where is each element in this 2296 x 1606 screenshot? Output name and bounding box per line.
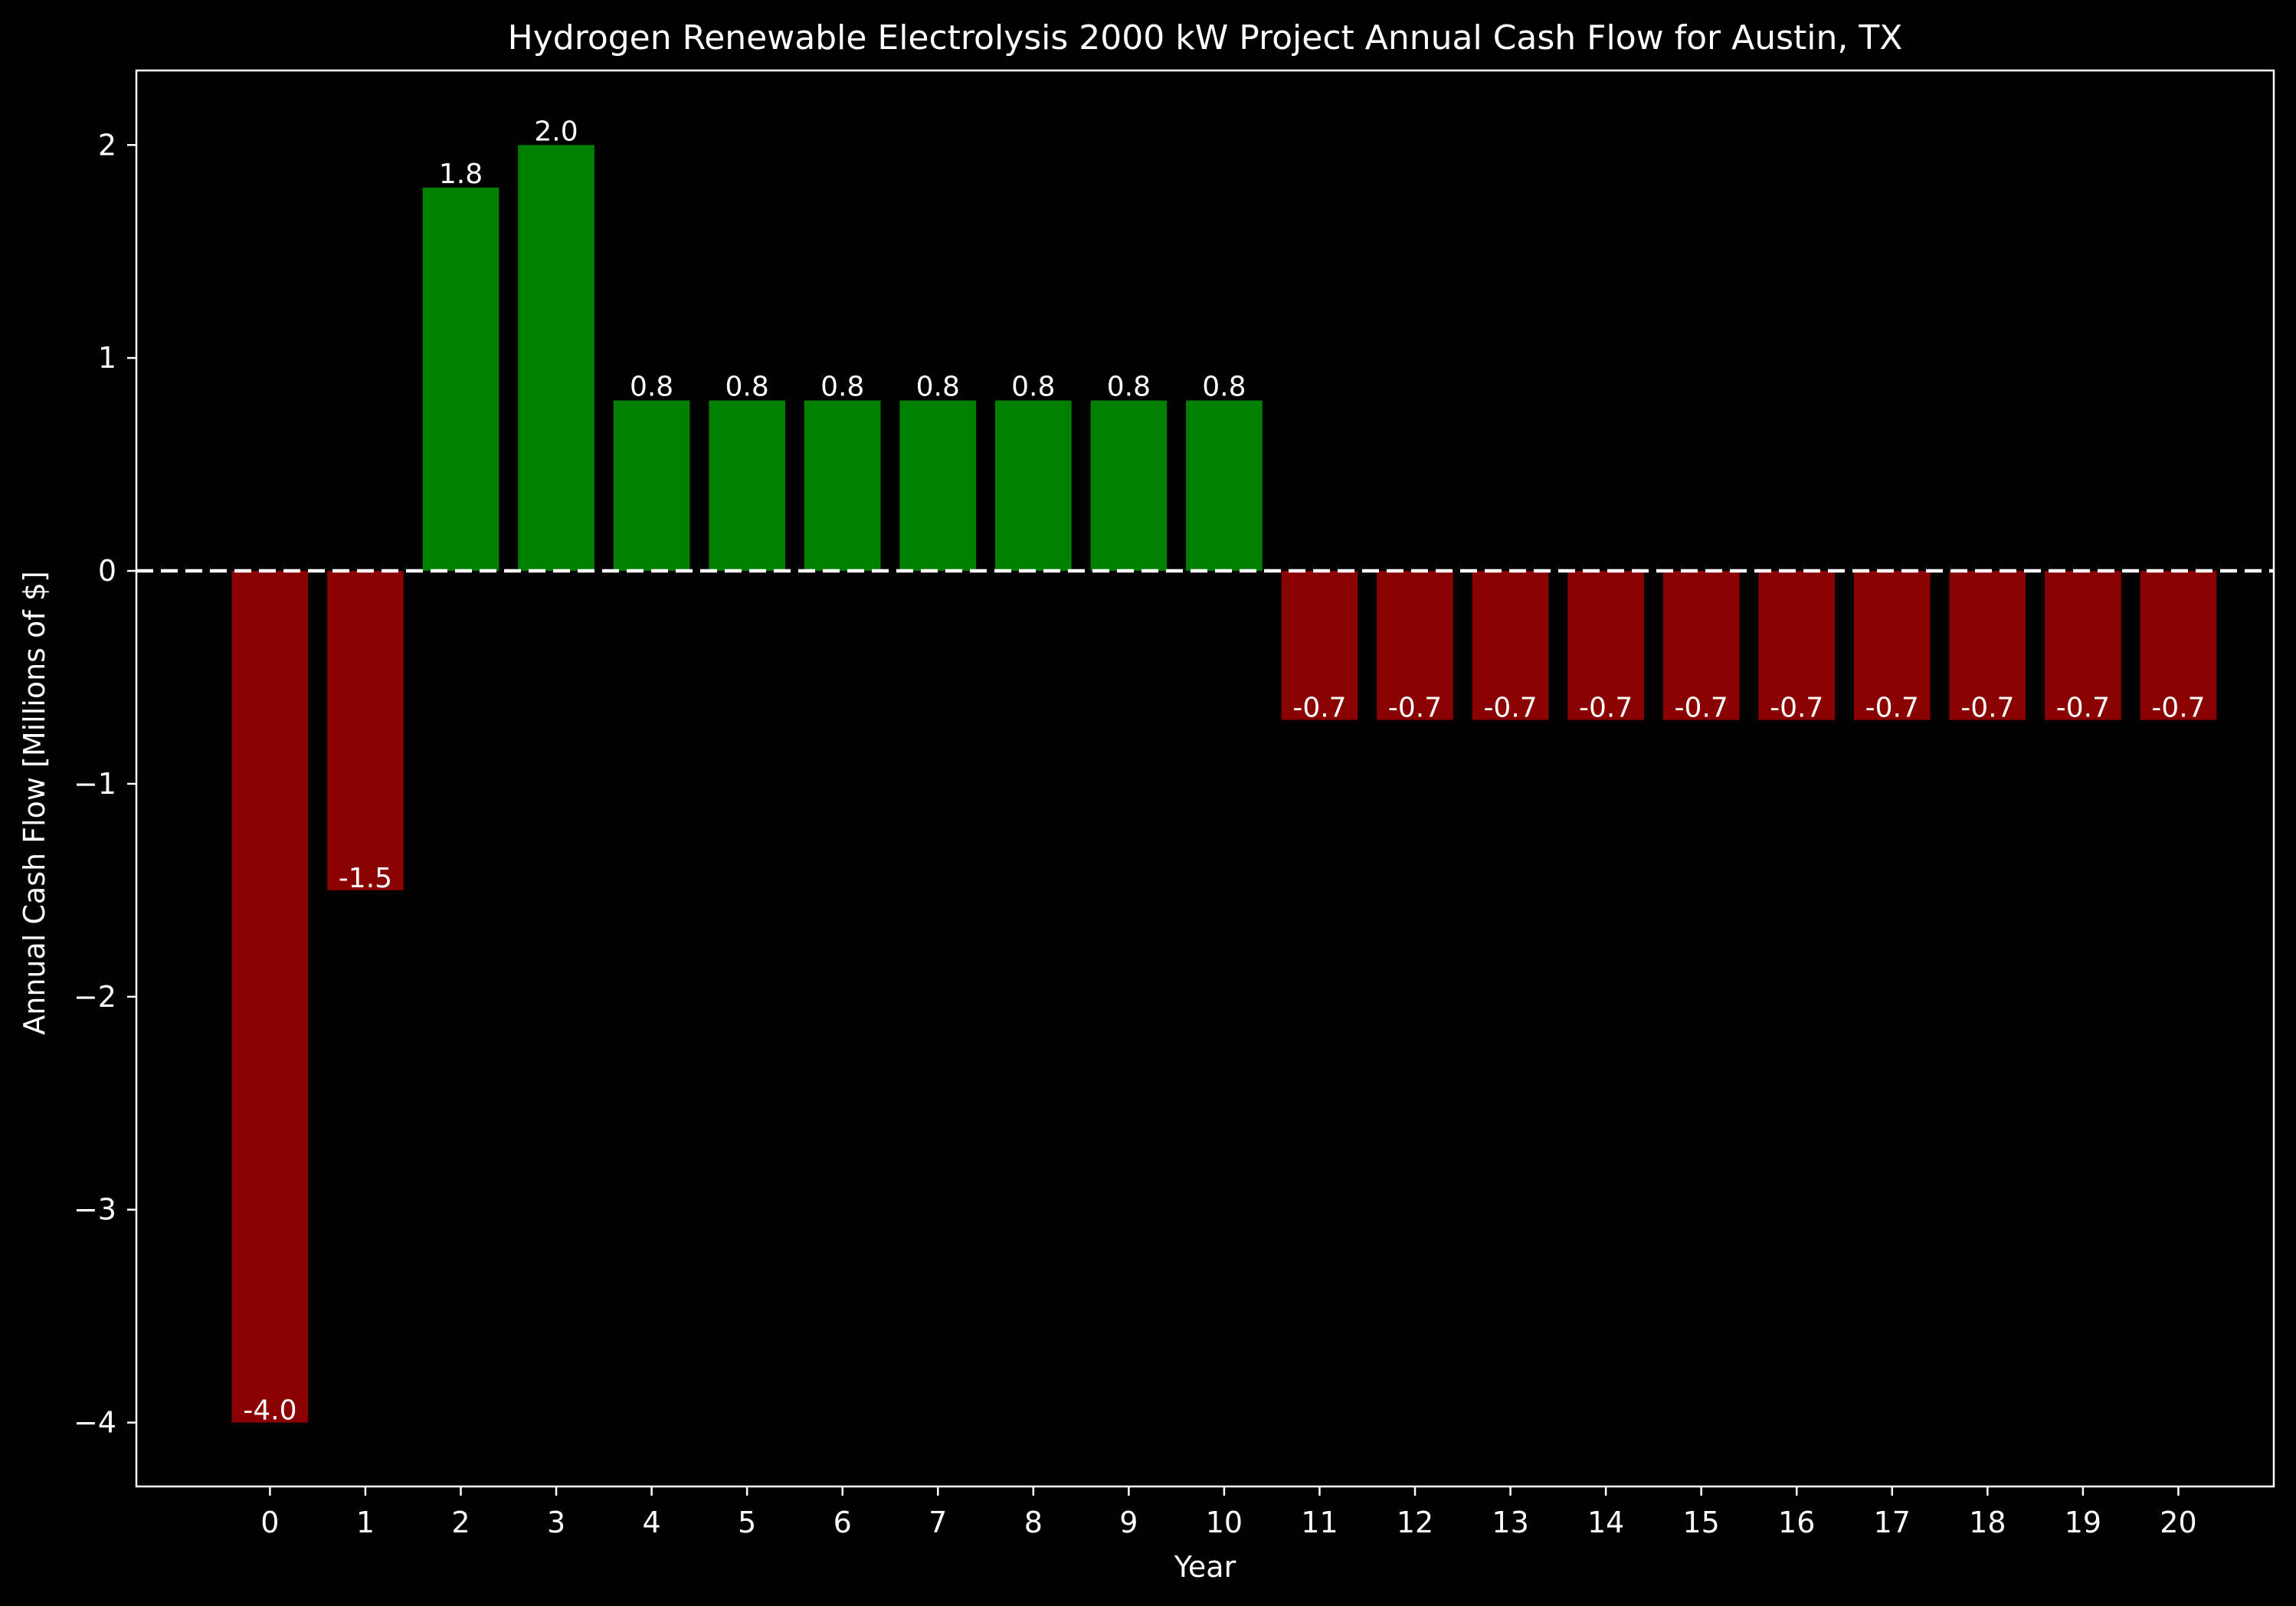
x-tick-label: 11 (1301, 1506, 1338, 1539)
bar (1472, 571, 1549, 720)
bar-value-label: -0.7 (1675, 693, 1728, 724)
y-tick-label: −2 (74, 980, 116, 1014)
x-tick-label: 5 (738, 1506, 756, 1539)
bar (1853, 571, 1931, 720)
x-tick-label: 2 (451, 1506, 470, 1539)
bar (1758, 571, 1836, 720)
bar (1567, 571, 1644, 720)
y-axis-label: Annual Cash Flow [Millions of $] (18, 571, 51, 1035)
x-axis-ticks: 0 1 2 3 4 5 6 7 8 9 10 11 12 13 14 15 16 17 18 19 20 (260, 1486, 2197, 1539)
bar (1281, 571, 1358, 720)
bar (2140, 571, 2217, 720)
bar (1377, 571, 1453, 720)
bar (1186, 400, 1263, 572)
y-tick-label: 0 (98, 554, 116, 588)
bar (422, 187, 499, 572)
bar-value-label: -0.7 (1483, 693, 1537, 724)
x-tick-label: 6 (834, 1506, 852, 1539)
bar (709, 400, 785, 572)
y-tick-label: 2 (98, 128, 116, 162)
x-tick-label: 15 (1682, 1506, 1719, 1539)
y-tick-label: −3 (74, 1193, 116, 1227)
x-tick-label: 4 (642, 1506, 660, 1539)
bar-value-label: 0.8 (1011, 372, 1055, 403)
x-tick-label: 7 (929, 1506, 947, 1539)
bar (613, 400, 690, 572)
bar (327, 571, 404, 890)
x-tick-label: 18 (1969, 1506, 2006, 1539)
bar-value-label: 0.8 (1202, 372, 1246, 403)
x-tick-label: 14 (1587, 1506, 1624, 1539)
y-tick-label: −4 (74, 1406, 116, 1440)
x-tick-label: 0 (260, 1506, 279, 1539)
x-tick-label: 17 (1874, 1506, 1911, 1539)
x-tick-label: 19 (2065, 1506, 2101, 1539)
bar-value-label: 0.8 (1107, 372, 1151, 403)
bar-value-label: -0.7 (1865, 693, 1919, 724)
x-tick-label: 10 (1206, 1506, 1243, 1539)
x-tick-label: 12 (1397, 1506, 1433, 1539)
bar-value-label: -0.7 (1579, 693, 1633, 724)
bar-value-label: 0.8 (820, 372, 864, 403)
bar (1090, 400, 1168, 572)
x-axis-label: Year (1174, 1550, 1236, 1584)
bar-value-label: 0.8 (725, 372, 769, 403)
bar-value-label: -0.7 (2056, 693, 2110, 724)
bar (2045, 571, 2121, 720)
bar-value-label: 2.0 (534, 116, 578, 147)
bar (899, 400, 977, 572)
x-tick-label: 13 (1492, 1506, 1528, 1539)
y-tick-label: 1 (98, 341, 116, 375)
bars-layer (231, 145, 2217, 1423)
x-tick-label: 9 (1119, 1506, 1138, 1539)
x-tick-label: 8 (1024, 1506, 1043, 1539)
bar-value-label: -1.5 (339, 863, 392, 894)
bar-value-label: 0.8 (916, 372, 960, 403)
bar-value-label: -0.7 (1770, 693, 1823, 724)
x-tick-label: 16 (1778, 1506, 1815, 1539)
y-axis-ticks: −4 −3 −2 −1 0 1 2 (74, 128, 136, 1440)
bar (804, 400, 881, 572)
bar-labels-layer: -4.0 -1.5 1.8 2.0 0.8 0.8 0.8 0.8 0.8 0.8 0.8 -0.7 -… (243, 116, 2205, 1426)
x-tick-label: 1 (356, 1506, 375, 1539)
y-tick-label: −1 (74, 767, 116, 801)
bar-value-label: 0.8 (630, 372, 673, 403)
bar-value-label: -0.7 (1388, 693, 1442, 724)
bar-value-label: -0.7 (1292, 693, 1346, 724)
bar (231, 571, 309, 1423)
chart-title: Hydrogen Renewable Electrolysis 2000 kW … (508, 18, 1903, 57)
bar (1662, 571, 1740, 720)
bar-value-label: -0.7 (1960, 693, 2014, 724)
bar-value-label: 1.8 (439, 159, 483, 190)
bar-value-label: -0.7 (2151, 693, 2205, 724)
bar (1949, 571, 2026, 720)
x-tick-label: 3 (547, 1506, 565, 1539)
bar (994, 400, 1072, 572)
plot-frame (135, 69, 2275, 1488)
bar (518, 145, 594, 572)
x-tick-label: 20 (2160, 1506, 2196, 1539)
bar-value-label: -4.0 (243, 1395, 296, 1427)
